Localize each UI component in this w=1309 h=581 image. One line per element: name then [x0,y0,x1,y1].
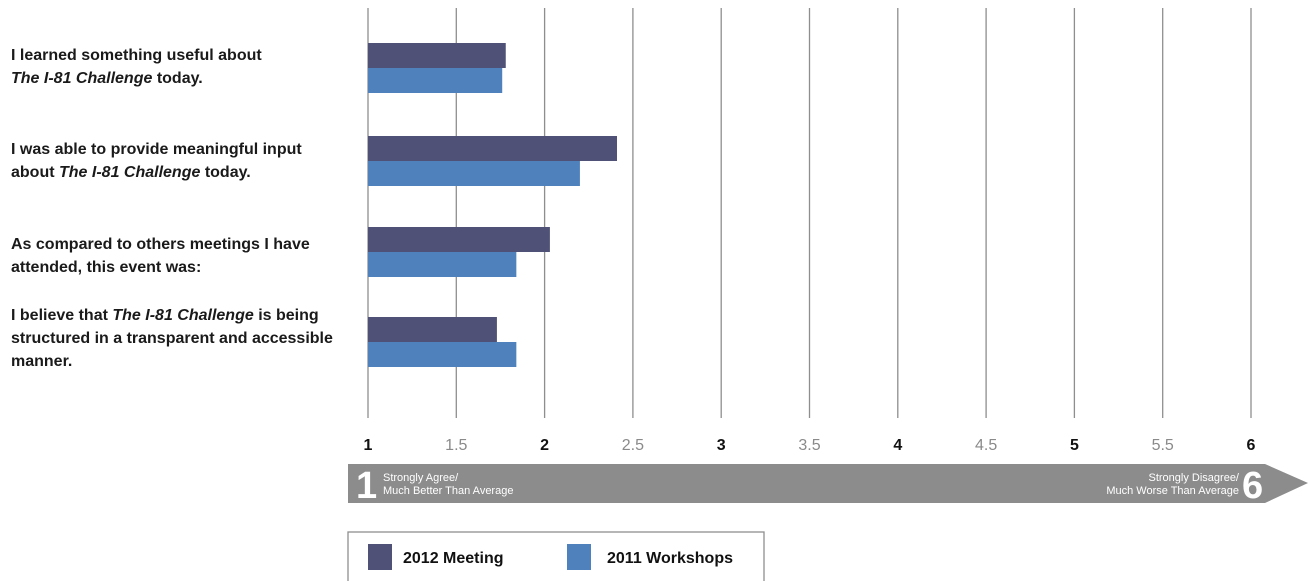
bar-series-a-q3 [368,227,550,252]
legend-swatch-2 [567,544,591,570]
legend-swatch-1 [368,544,392,570]
axis-tick-labels: 1 1.5 2 2.5 3 3.5 4 4.5 5 5.5 6 [364,437,1256,454]
tick-label: 4.5 [975,437,997,454]
scale-left-line2: Much Better Than Average [383,485,513,497]
question-label-2: I was able to provide meaningful input ab… [11,141,302,181]
bar-series-a-q1 [368,43,506,68]
question-label-3: As compared to others meetings I have att… [11,236,310,276]
legend-label-2: 2011 Workshops [607,550,733,567]
bar-series-b-q4 [368,342,517,367]
question-labels: I learned something useful about The I-81… [11,47,333,370]
scale-arrow: 1 Strongly Agree/Much Better Than Average… [348,464,1308,507]
bar-series-b-q3 [368,252,517,277]
tick-label: 4 [893,437,902,454]
tick-label: 1 [364,437,373,454]
scale-left-number: 1 [356,465,377,507]
legend-label-1: 2012 Meeting [403,550,503,567]
question-label-1: I learned something useful about The I-81… [11,47,262,87]
tick-label: 3.5 [798,437,820,454]
legend: 2012 Meeting 2011 Workshops [347,531,765,581]
legend-box [347,531,765,581]
tick-label: 3 [717,437,726,454]
tick-label: 5 [1070,437,1079,454]
scale-arrow-shape [348,464,1308,503]
tick-label: 2.5 [622,437,644,454]
tick-label: 5.5 [1152,437,1174,454]
scale-right-number: 6 [1242,465,1263,507]
bar-series-a-q4 [368,317,497,342]
scale-right-line2: Much Worse Than Average [1106,485,1239,497]
bar-series-a-q2 [368,136,618,161]
bar-series-b-q2 [368,161,580,186]
tick-label: 1.5 [445,437,467,454]
tick-label: 2 [540,437,549,454]
bars [368,43,618,367]
tick-label: 6 [1247,437,1256,454]
bar-series-b-q1 [368,68,503,93]
scale-left-line1: Strongly Agree/ [383,472,459,484]
scale-right-line1: Strongly Disagree/ [1149,472,1240,484]
question-label-4: I believe that The I-81 Challenge is bei… [11,307,333,370]
